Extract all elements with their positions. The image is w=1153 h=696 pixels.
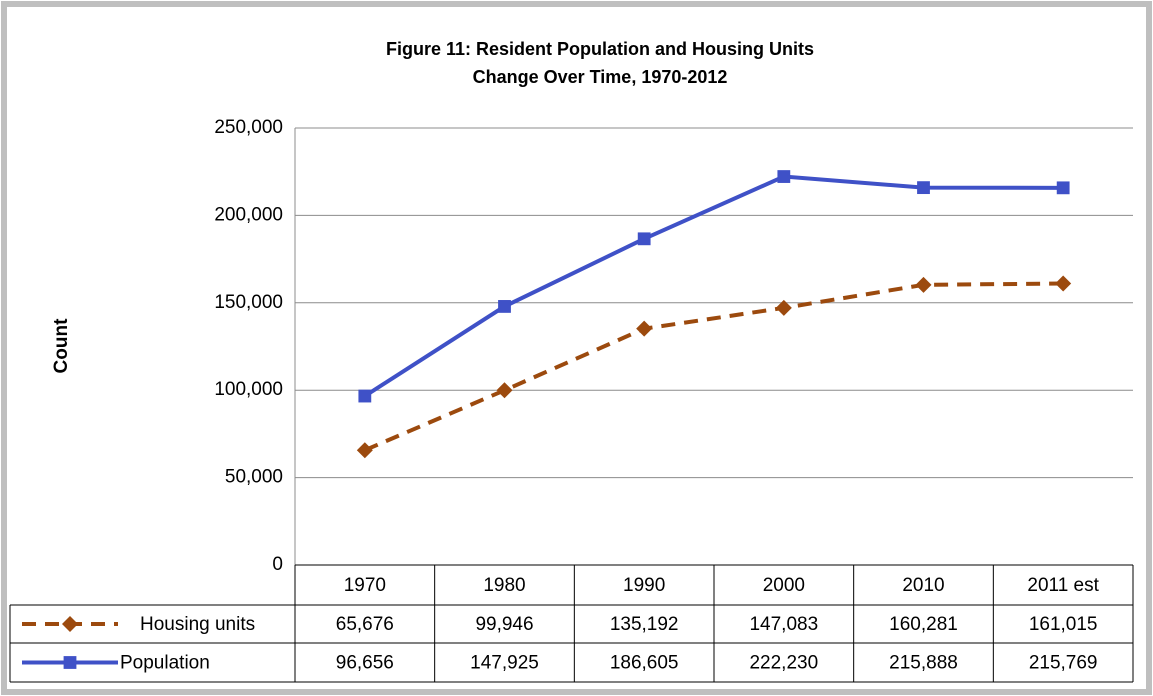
table-value: 135,192 <box>610 614 679 635</box>
table-value: 147,083 <box>749 614 818 635</box>
table-value: 161,015 <box>1029 614 1098 635</box>
y-axis-label: Count <box>51 318 72 374</box>
table-value: 99,946 <box>475 614 533 635</box>
y-tick-label: 0 <box>272 554 283 575</box>
data-point <box>498 300 511 313</box>
data-point <box>1056 181 1070 195</box>
y-tick-label: 50,000 <box>225 467 283 488</box>
table-value: 186,605 <box>610 653 679 674</box>
x-tick-label: 2000 <box>763 575 805 596</box>
table-value: 160,281 <box>889 614 958 635</box>
table-value: 96,656 <box>336 653 394 674</box>
y-tick-label: 150,000 <box>214 292 283 313</box>
data-point <box>777 170 791 183</box>
data-point <box>356 442 373 459</box>
series-line <box>364 281 1064 453</box>
y-tick-label: 200,000 <box>214 204 283 225</box>
x-tick-label: 2011 est <box>1027 575 1099 596</box>
table-value: 222,230 <box>749 653 818 674</box>
legend-marker <box>63 656 77 669</box>
table-value: 65,676 <box>336 614 394 635</box>
y-tick-label: 250,000 <box>214 117 283 138</box>
x-tick-label: 1990 <box>623 575 665 596</box>
data-point <box>915 276 932 293</box>
legend-marker <box>62 616 78 632</box>
chart-title: Figure 11: Resident Population and Housi… <box>386 39 814 59</box>
data-point <box>636 320 653 337</box>
data-point <box>496 382 513 399</box>
data-point <box>358 389 372 403</box>
table-value: 215,888 <box>889 653 958 674</box>
legend-label: Housing units <box>140 614 255 635</box>
y-tick-label: 100,000 <box>214 379 283 400</box>
legend-label: Population <box>120 653 210 674</box>
x-tick-label: 2010 <box>902 575 944 596</box>
x-tick-label: 1970 <box>344 575 386 596</box>
data-point <box>775 299 792 316</box>
x-tick-label: 1980 <box>483 575 525 596</box>
table-value: 147,925 <box>470 653 539 674</box>
series-line <box>363 174 1064 398</box>
data-point <box>1055 275 1072 292</box>
chart-title: Change Over Time, 1970-2012 <box>473 67 728 87</box>
data-point <box>637 232 651 246</box>
table-value: 215,769 <box>1029 653 1098 674</box>
data-point <box>917 181 930 195</box>
